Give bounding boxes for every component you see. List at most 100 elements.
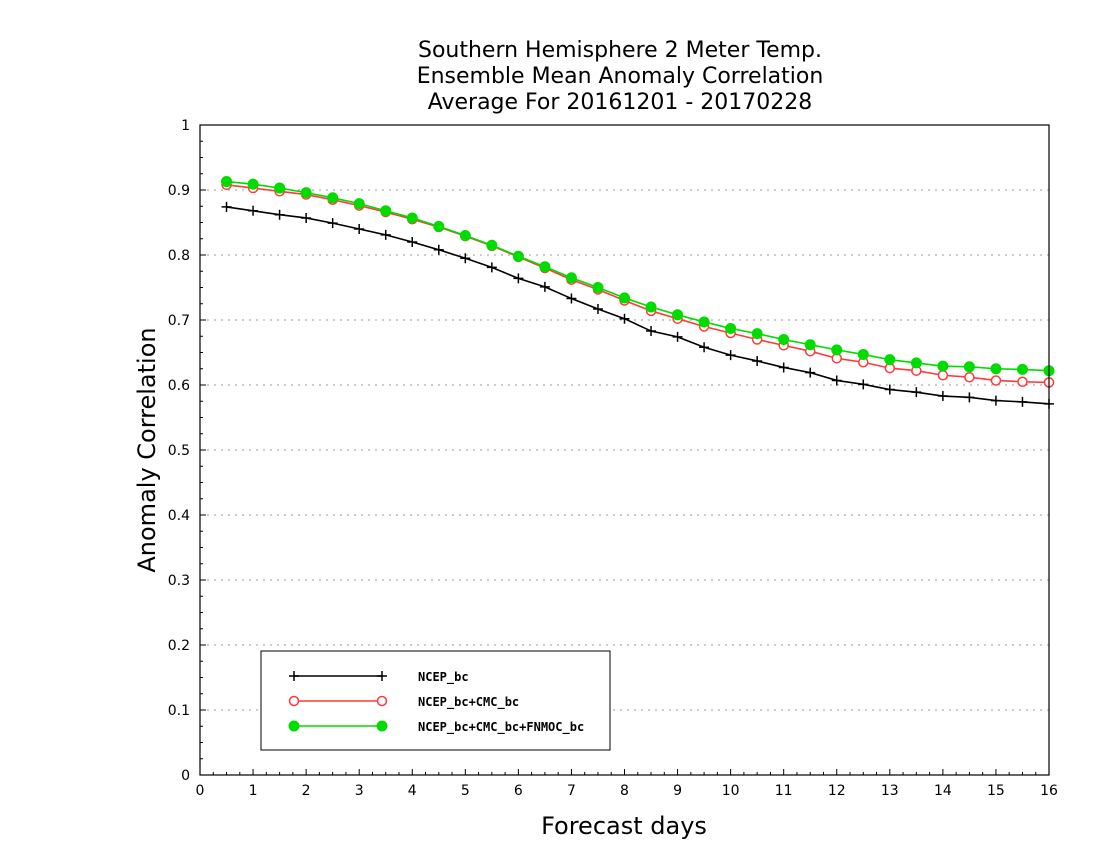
data-point	[380, 229, 391, 240]
data-point	[247, 178, 259, 190]
series-line	[226, 180, 1050, 372]
data-point	[327, 218, 338, 229]
x-tick-label: 4	[408, 783, 417, 799]
y-tick-label: 0.3	[168, 573, 190, 589]
data-point	[752, 355, 763, 366]
x-tick-label: 0	[196, 783, 205, 799]
data-point	[433, 244, 444, 255]
legend-box	[260, 650, 611, 751]
series-1	[221, 201, 1054, 409]
data-point	[327, 192, 339, 204]
data-point	[725, 322, 737, 334]
data-point	[592, 282, 604, 293]
legend-marker	[288, 720, 300, 732]
data-point	[1017, 396, 1028, 407]
chart-title: Southern Hemisphere 2 Meter Temp.Ensembl…	[417, 38, 824, 115]
x-tick-label: 14	[934, 783, 952, 799]
x-tick-label: 6	[514, 783, 523, 799]
data-point	[937, 370, 949, 381]
data-point	[964, 371, 975, 383]
legend-marker	[376, 695, 388, 707]
data-point	[486, 239, 498, 251]
data-point	[565, 272, 577, 284]
data-point	[857, 348, 869, 360]
data-point	[884, 354, 896, 366]
legend-marker	[376, 720, 388, 732]
x-tick-label: 16	[1040, 783, 1058, 799]
data-point	[1017, 376, 1028, 387]
series-3	[221, 176, 1055, 377]
data-point	[858, 379, 869, 390]
data-point	[778, 362, 789, 373]
x-tick-label: 7	[567, 783, 576, 799]
data-point	[964, 392, 975, 403]
x-tick-label: 11	[775, 783, 793, 799]
x-tick-label: 9	[673, 783, 682, 799]
legend-marker	[377, 671, 387, 681]
data-point	[566, 293, 577, 304]
series-2	[221, 179, 1055, 388]
legend-marker	[288, 695, 300, 707]
data-point	[354, 224, 365, 234]
data-point	[963, 361, 975, 373]
y-tick-label: 0.6	[168, 378, 190, 394]
data-point	[406, 212, 418, 224]
data-point	[911, 387, 922, 398]
data-point	[884, 384, 895, 395]
data-point	[248, 205, 259, 216]
y-tick-label: 0.7	[168, 313, 190, 329]
data-point	[672, 309, 684, 321]
data-series	[221, 176, 1055, 409]
x-tick-label: 3	[355, 783, 364, 799]
data-point	[698, 316, 710, 328]
data-point	[831, 375, 842, 386]
data-point	[301, 212, 312, 223]
data-point	[539, 261, 551, 273]
legend-label: NCEP_bc	[418, 670, 469, 685]
title-line-3: Average For 20161201 - 20170228	[428, 90, 813, 115]
data-point	[433, 220, 445, 232]
legend-marker	[289, 671, 299, 681]
axis-ticks: 0 1 2 3 4 5 6 7 8 9 10 11 12 13 14 15 1600.10.20.30.40.5…	[168, 118, 1058, 799]
data-point	[512, 250, 524, 262]
y-tick-label: 0	[181, 768, 190, 784]
data-point	[937, 360, 949, 372]
data-point	[619, 292, 630, 304]
data-point	[672, 331, 683, 342]
x-tick-label: 12	[828, 783, 846, 799]
data-point	[221, 201, 232, 212]
data-point	[645, 301, 657, 313]
plot-frame	[199, 124, 1050, 776]
grid-lines	[200, 189, 1049, 711]
data-point	[725, 350, 736, 361]
y-tick-label: 0.8	[168, 248, 190, 264]
y-tick-label: 0.4	[168, 508, 190, 524]
data-point	[353, 198, 365, 210]
data-point	[910, 357, 922, 369]
x-tick-label: 1	[249, 783, 258, 799]
data-point	[990, 363, 1002, 375]
legend-label: NCEP_bc+CMC_bc+FNMOC_bc	[418, 720, 584, 735]
data-point	[300, 187, 312, 199]
x-tick-label: 8	[620, 783, 629, 799]
data-point	[460, 253, 471, 264]
x-tick-label: 15	[987, 783, 1005, 799]
data-point	[221, 176, 233, 188]
title-line-2: Ensemble Mean Anomaly Correlation	[417, 64, 824, 89]
data-point	[1016, 363, 1028, 375]
x-tick-label: 2	[302, 783, 311, 799]
data-point	[539, 281, 550, 292]
data-point	[778, 334, 790, 345]
data-point	[274, 182, 286, 194]
y-tick-label: 0.2	[168, 638, 190, 654]
y-tick-label: 1	[181, 118, 190, 134]
data-point	[804, 339, 816, 351]
y-tick-label: 0.9	[168, 183, 190, 199]
data-point	[619, 313, 630, 324]
y-tick-label: 0.5	[168, 443, 190, 459]
data-point	[407, 237, 418, 247]
x-tick-label: 10	[722, 783, 740, 799]
data-point	[990, 395, 1001, 406]
x-axis-label: Forecast days	[541, 812, 707, 840]
y-axis-label: Anomaly Correlation	[133, 327, 161, 572]
